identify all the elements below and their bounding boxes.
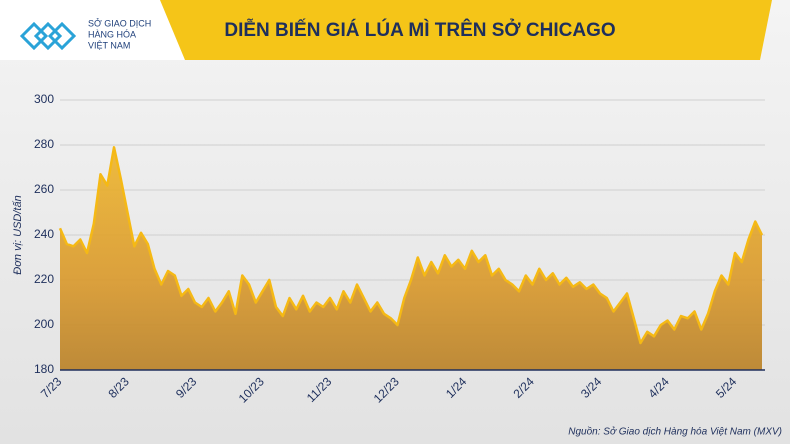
source: Nguồn: Sở Giao dịch Hàng hóa Việt Nam (M… (568, 426, 782, 438)
logo-icon (19, 21, 77, 51)
y-tick-label: 180 (34, 362, 54, 376)
logo-text: HÀNG HÓA (88, 29, 136, 39)
y-tick-label: 300 (34, 92, 54, 106)
y-tick-label: 240 (34, 227, 54, 241)
chart-title: DIỄN BIẾN GIÁ LÚA MÌ TRÊN SỞ CHICAGO (224, 19, 615, 41)
y-tick-label: 260 (34, 182, 54, 196)
logo-text: VIỆT NAM (88, 40, 130, 50)
y-axis-label: Đơn vị: USD/tấn (12, 195, 24, 274)
y-tick-label: 200 (34, 317, 54, 331)
y-tick-label: 280 (34, 137, 54, 151)
logo-text: SỞ GIAO DỊCH (88, 17, 151, 28)
y-tick-label: 220 (34, 272, 54, 286)
header-band (160, 0, 772, 60)
line (58, 146, 764, 345)
